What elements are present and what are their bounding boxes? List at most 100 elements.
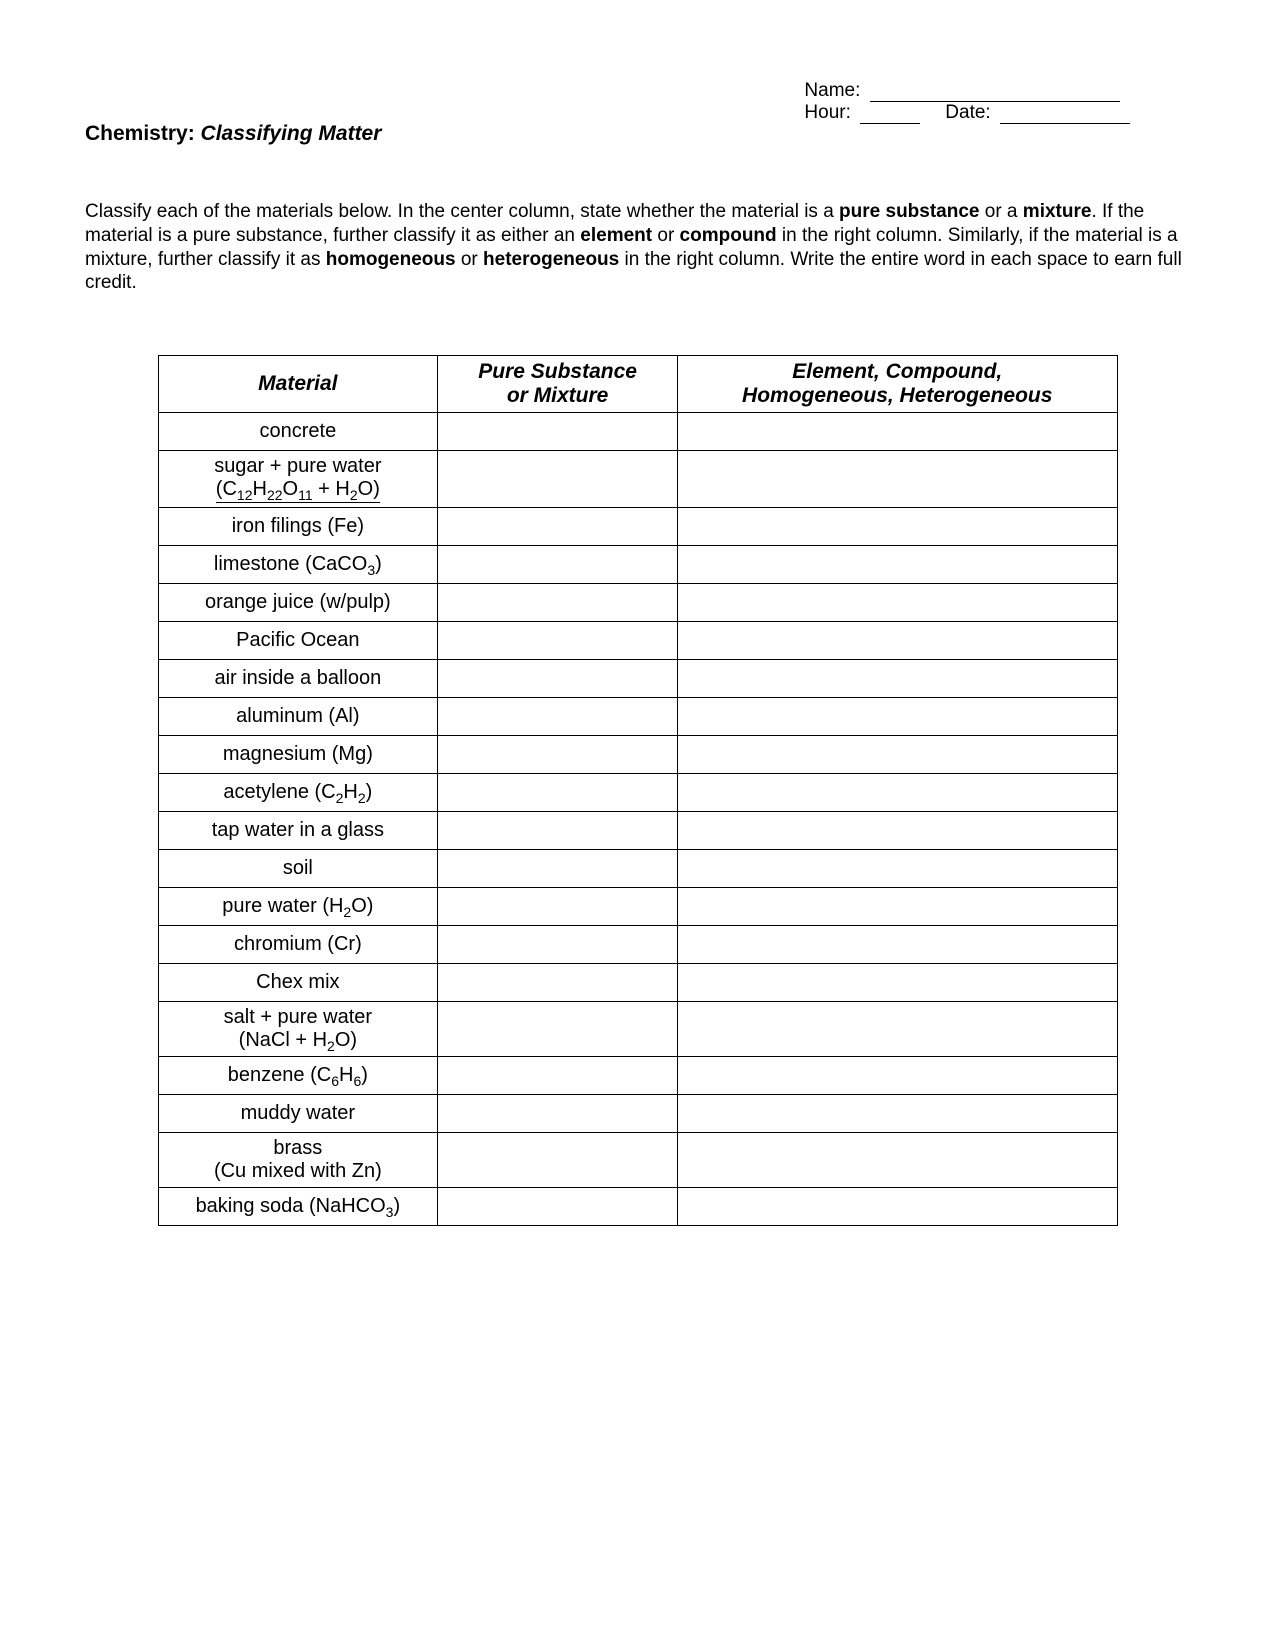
material-cell: limestone (CaCO3): [158, 546, 438, 584]
table-row: baking soda (NaHCO3): [158, 1188, 1117, 1226]
hour-blank[interactable]: [860, 123, 920, 124]
classification-cell[interactable]: [677, 1057, 1117, 1095]
table-row: concrete: [158, 413, 1117, 451]
classification-cell[interactable]: [677, 546, 1117, 584]
material-cell: Pacific Ocean: [158, 622, 438, 660]
header-col2-line1: Pure Substance: [478, 360, 637, 383]
classification-cell[interactable]: [677, 1002, 1117, 1057]
header-classification: Element, Compound, Homogeneous, Heteroge…: [677, 356, 1117, 413]
date-blank[interactable]: [1000, 123, 1130, 124]
classification-cell[interactable]: [677, 660, 1117, 698]
table-row: salt + pure water(NaCl + H2O): [158, 1002, 1117, 1057]
material-cell: soil: [158, 850, 438, 888]
name-line: Name:: [804, 80, 1130, 102]
classification-cell[interactable]: [677, 413, 1117, 451]
material-cell: baking soda (NaHCO3): [158, 1188, 438, 1226]
table-row: orange juice (w/pulp): [158, 584, 1117, 622]
classification-cell[interactable]: [677, 622, 1117, 660]
table-row: Chex mix: [158, 964, 1117, 1002]
pure-mixture-cell[interactable]: [438, 888, 678, 926]
pure-mixture-cell[interactable]: [438, 812, 678, 850]
table-row: soil: [158, 850, 1117, 888]
material-cell: magnesium (Mg): [158, 736, 438, 774]
date-label: Date:: [945, 102, 990, 123]
pure-mixture-cell[interactable]: [438, 850, 678, 888]
pure-mixture-cell[interactable]: [438, 584, 678, 622]
hour-label: Hour:: [804, 102, 850, 123]
name-hour-fields: Name: Hour: Date:: [804, 80, 1130, 124]
pure-mixture-cell[interactable]: [438, 698, 678, 736]
table-row: pure water (H2O): [158, 888, 1117, 926]
pure-mixture-cell[interactable]: [438, 451, 678, 508]
material-cell: benzene (C6H6): [158, 1057, 438, 1095]
instructions-bold: heterogeneous: [483, 249, 619, 270]
table-header-row: Material Pure Substance or Mixture Eleme…: [158, 356, 1117, 413]
pure-mixture-cell[interactable]: [438, 964, 678, 1002]
header-material: Material: [158, 356, 438, 413]
instructions-bold: compound: [680, 225, 777, 246]
table-row: tap water in a glass: [158, 812, 1117, 850]
instructions-bold: mixture: [1023, 201, 1092, 222]
title-prefix: Chemistry:: [85, 122, 201, 145]
classification-cell[interactable]: [677, 1095, 1117, 1133]
pure-mixture-cell[interactable]: [438, 736, 678, 774]
pure-mixture-cell[interactable]: [438, 508, 678, 546]
pure-mixture-cell[interactable]: [438, 622, 678, 660]
instructions-bold: pure substance: [839, 201, 979, 222]
instructions-paragraph: Classify each of the materials below. In…: [85, 200, 1190, 295]
header-material-text: Material: [258, 372, 337, 395]
table-row: brass(Cu mixed with Zn): [158, 1133, 1117, 1188]
material-cell: aluminum (Al): [158, 698, 438, 736]
material-cell: iron filings (Fe): [158, 508, 438, 546]
material-cell: orange juice (w/pulp): [158, 584, 438, 622]
pure-mixture-cell[interactable]: [438, 546, 678, 584]
worksheet-page: Name: Hour: Date: Chemistry: Classifying…: [0, 0, 1275, 1226]
header-col2-line2: or Mixture: [507, 384, 609, 407]
pure-mixture-cell[interactable]: [438, 413, 678, 451]
classification-cell[interactable]: [677, 584, 1117, 622]
classification-cell[interactable]: [677, 736, 1117, 774]
classification-cell[interactable]: [677, 812, 1117, 850]
material-cell: chromium (Cr): [158, 926, 438, 964]
classification-cell[interactable]: [677, 508, 1117, 546]
classification-cell[interactable]: [677, 451, 1117, 508]
pure-mixture-cell[interactable]: [438, 660, 678, 698]
material-cell: muddy water: [158, 1095, 438, 1133]
table-row: muddy water: [158, 1095, 1117, 1133]
classification-cell[interactable]: [677, 888, 1117, 926]
classification-cell[interactable]: [677, 850, 1117, 888]
instructions-bold: element: [580, 225, 652, 246]
pure-mixture-cell[interactable]: [438, 1133, 678, 1188]
pure-mixture-cell[interactable]: [438, 774, 678, 812]
classification-cell[interactable]: [677, 698, 1117, 736]
table-row: sugar + pure water(C12H22O11 + H2O): [158, 451, 1117, 508]
title-main: Classifying Matter: [201, 122, 382, 145]
classification-cell[interactable]: [677, 1133, 1117, 1188]
pure-mixture-cell[interactable]: [438, 1057, 678, 1095]
pure-mixture-cell[interactable]: [438, 1002, 678, 1057]
pure-mixture-cell[interactable]: [438, 926, 678, 964]
name-label: Name:: [804, 80, 860, 101]
header-pure-mixture: Pure Substance or Mixture: [438, 356, 678, 413]
table-row: chromium (Cr): [158, 926, 1117, 964]
header-col3-line1: Element, Compound,: [792, 360, 1002, 383]
table-row: air inside a balloon: [158, 660, 1117, 698]
material-cell: pure water (H2O): [158, 888, 438, 926]
material-cell: brass(Cu mixed with Zn): [158, 1133, 438, 1188]
pure-mixture-cell[interactable]: [438, 1188, 678, 1226]
instructions-bold: homogeneous: [326, 249, 456, 270]
classification-cell[interactable]: [677, 964, 1117, 1002]
material-cell: Chex mix: [158, 964, 438, 1002]
table-row: acetylene (C2H2): [158, 774, 1117, 812]
header-block: Name: Hour: Date: Chemistry: Classifying…: [85, 80, 1190, 146]
classification-cell[interactable]: [677, 774, 1117, 812]
material-cell: tap water in a glass: [158, 812, 438, 850]
classifying-matter-table: Material Pure Substance or Mixture Eleme…: [158, 355, 1118, 1226]
table-body: concretesugar + pure water(C12H22O11 + H…: [158, 413, 1117, 1226]
classification-cell[interactable]: [677, 1188, 1117, 1226]
material-cell: salt + pure water(NaCl + H2O): [158, 1002, 438, 1057]
pure-mixture-cell[interactable]: [438, 1095, 678, 1133]
table-row: limestone (CaCO3): [158, 546, 1117, 584]
classification-cell[interactable]: [677, 926, 1117, 964]
table-row: iron filings (Fe): [158, 508, 1117, 546]
